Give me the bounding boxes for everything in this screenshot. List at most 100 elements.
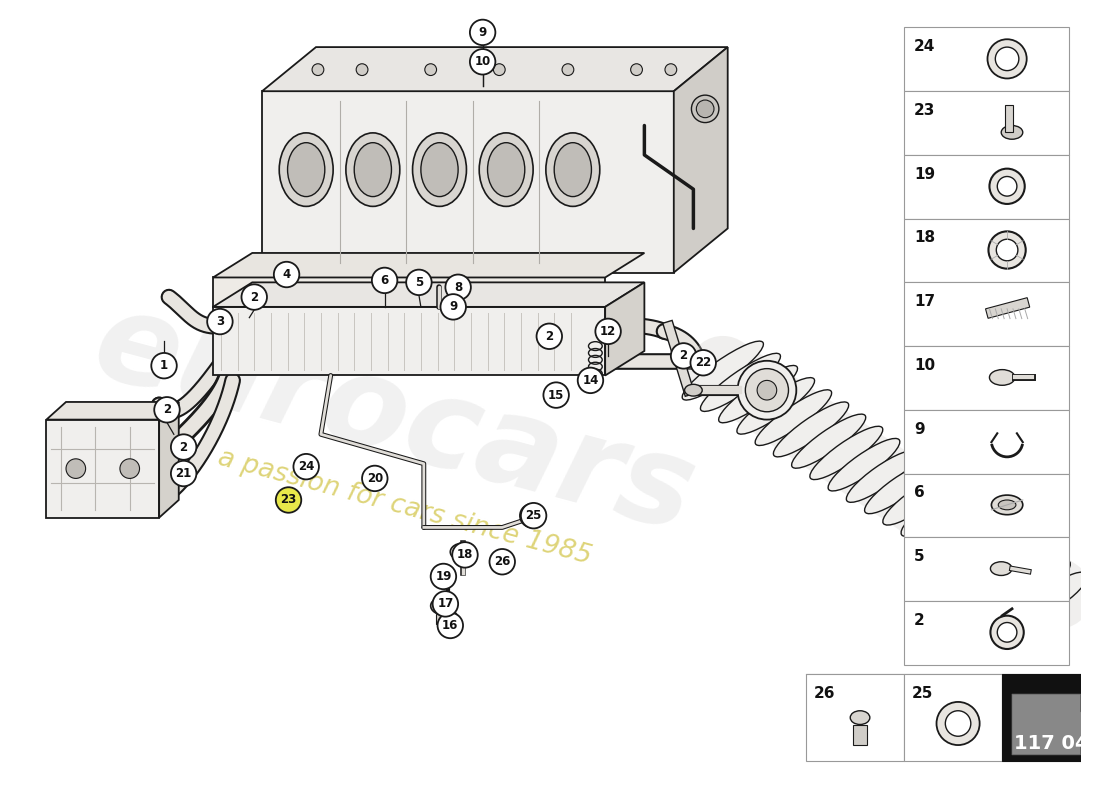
Bar	[904, 218, 1069, 282]
Ellipse shape	[737, 361, 796, 420]
Ellipse shape	[696, 100, 714, 118]
Circle shape	[525, 509, 539, 522]
Ellipse shape	[487, 142, 525, 197]
Polygon shape	[605, 282, 645, 375]
Text: 6: 6	[914, 486, 925, 500]
Text: 2: 2	[179, 441, 188, 454]
Circle shape	[294, 454, 319, 479]
Text: 9: 9	[914, 422, 925, 437]
Circle shape	[543, 382, 569, 408]
Polygon shape	[674, 47, 728, 273]
Ellipse shape	[828, 438, 900, 491]
Circle shape	[312, 64, 323, 75]
Bar	[904, 601, 1069, 665]
Ellipse shape	[883, 475, 952, 525]
Circle shape	[446, 274, 471, 300]
Ellipse shape	[492, 554, 513, 570]
Circle shape	[490, 549, 515, 574]
Bar	[904, 410, 1069, 474]
Ellipse shape	[989, 370, 1015, 386]
Text: 2: 2	[163, 403, 170, 416]
Ellipse shape	[850, 710, 870, 725]
Ellipse shape	[974, 536, 1036, 582]
Text: 1: 1	[160, 359, 168, 372]
Circle shape	[537, 323, 562, 349]
Ellipse shape	[990, 562, 1012, 575]
Circle shape	[671, 343, 696, 369]
Bar	[904, 674, 1002, 761]
Circle shape	[452, 542, 477, 568]
Ellipse shape	[684, 384, 702, 396]
Ellipse shape	[773, 402, 849, 457]
Ellipse shape	[1001, 126, 1023, 139]
Text: 9: 9	[449, 300, 458, 314]
Ellipse shape	[920, 499, 986, 548]
Ellipse shape	[287, 142, 324, 197]
Ellipse shape	[755, 390, 832, 446]
Text: a passion for cars since 1985: a passion for cars since 1985	[214, 446, 594, 570]
Bar	[904, 346, 1069, 410]
Bar	[904, 155, 1069, 218]
Circle shape	[988, 39, 1026, 78]
Ellipse shape	[792, 414, 866, 468]
Text: 5: 5	[914, 549, 925, 564]
Text: 17: 17	[438, 598, 453, 610]
Circle shape	[406, 270, 431, 295]
Text: 17: 17	[914, 294, 935, 309]
Polygon shape	[1012, 694, 1100, 755]
Ellipse shape	[554, 142, 592, 197]
Circle shape	[494, 64, 505, 75]
Ellipse shape	[901, 487, 968, 537]
Ellipse shape	[718, 366, 798, 422]
Polygon shape	[213, 282, 645, 307]
Polygon shape	[160, 402, 178, 518]
Text: 14: 14	[582, 374, 598, 387]
Bar	[1005, 105, 1013, 132]
Bar	[904, 27, 1069, 91]
Ellipse shape	[1028, 572, 1088, 616]
Bar	[213, 278, 605, 307]
Circle shape	[432, 591, 458, 617]
Text: 2: 2	[680, 350, 688, 362]
Text: 5: 5	[415, 276, 424, 289]
Bar	[904, 91, 1069, 155]
Text: 16: 16	[442, 619, 459, 632]
Bar	[213, 307, 605, 375]
Ellipse shape	[440, 610, 458, 621]
Ellipse shape	[865, 462, 934, 514]
Circle shape	[242, 284, 267, 310]
Circle shape	[276, 487, 301, 513]
Circle shape	[274, 262, 299, 287]
Circle shape	[438, 613, 463, 638]
Circle shape	[66, 459, 86, 478]
Bar	[1002, 674, 1100, 761]
Circle shape	[470, 20, 495, 45]
Circle shape	[997, 239, 1018, 261]
Circle shape	[666, 64, 676, 75]
Text: 25: 25	[912, 686, 934, 702]
Bar	[904, 282, 1069, 346]
Circle shape	[989, 169, 1025, 204]
Ellipse shape	[431, 568, 455, 586]
Circle shape	[154, 397, 179, 422]
Text: 23: 23	[280, 494, 297, 506]
Text: 19: 19	[914, 166, 935, 182]
Circle shape	[425, 64, 437, 75]
Circle shape	[207, 309, 233, 334]
Polygon shape	[262, 47, 728, 91]
Ellipse shape	[682, 341, 763, 400]
Ellipse shape	[701, 354, 781, 411]
Text: 3: 3	[216, 315, 224, 328]
Bar	[497, 555, 507, 562]
Text: 24: 24	[298, 460, 315, 473]
Ellipse shape	[546, 133, 600, 206]
Ellipse shape	[992, 548, 1054, 594]
Bar	[986, 298, 1030, 318]
Circle shape	[578, 368, 603, 393]
Circle shape	[372, 268, 397, 293]
Text: 9: 9	[478, 26, 487, 39]
Circle shape	[520, 504, 543, 527]
Ellipse shape	[991, 495, 1023, 514]
Ellipse shape	[810, 426, 883, 480]
Circle shape	[562, 64, 574, 75]
